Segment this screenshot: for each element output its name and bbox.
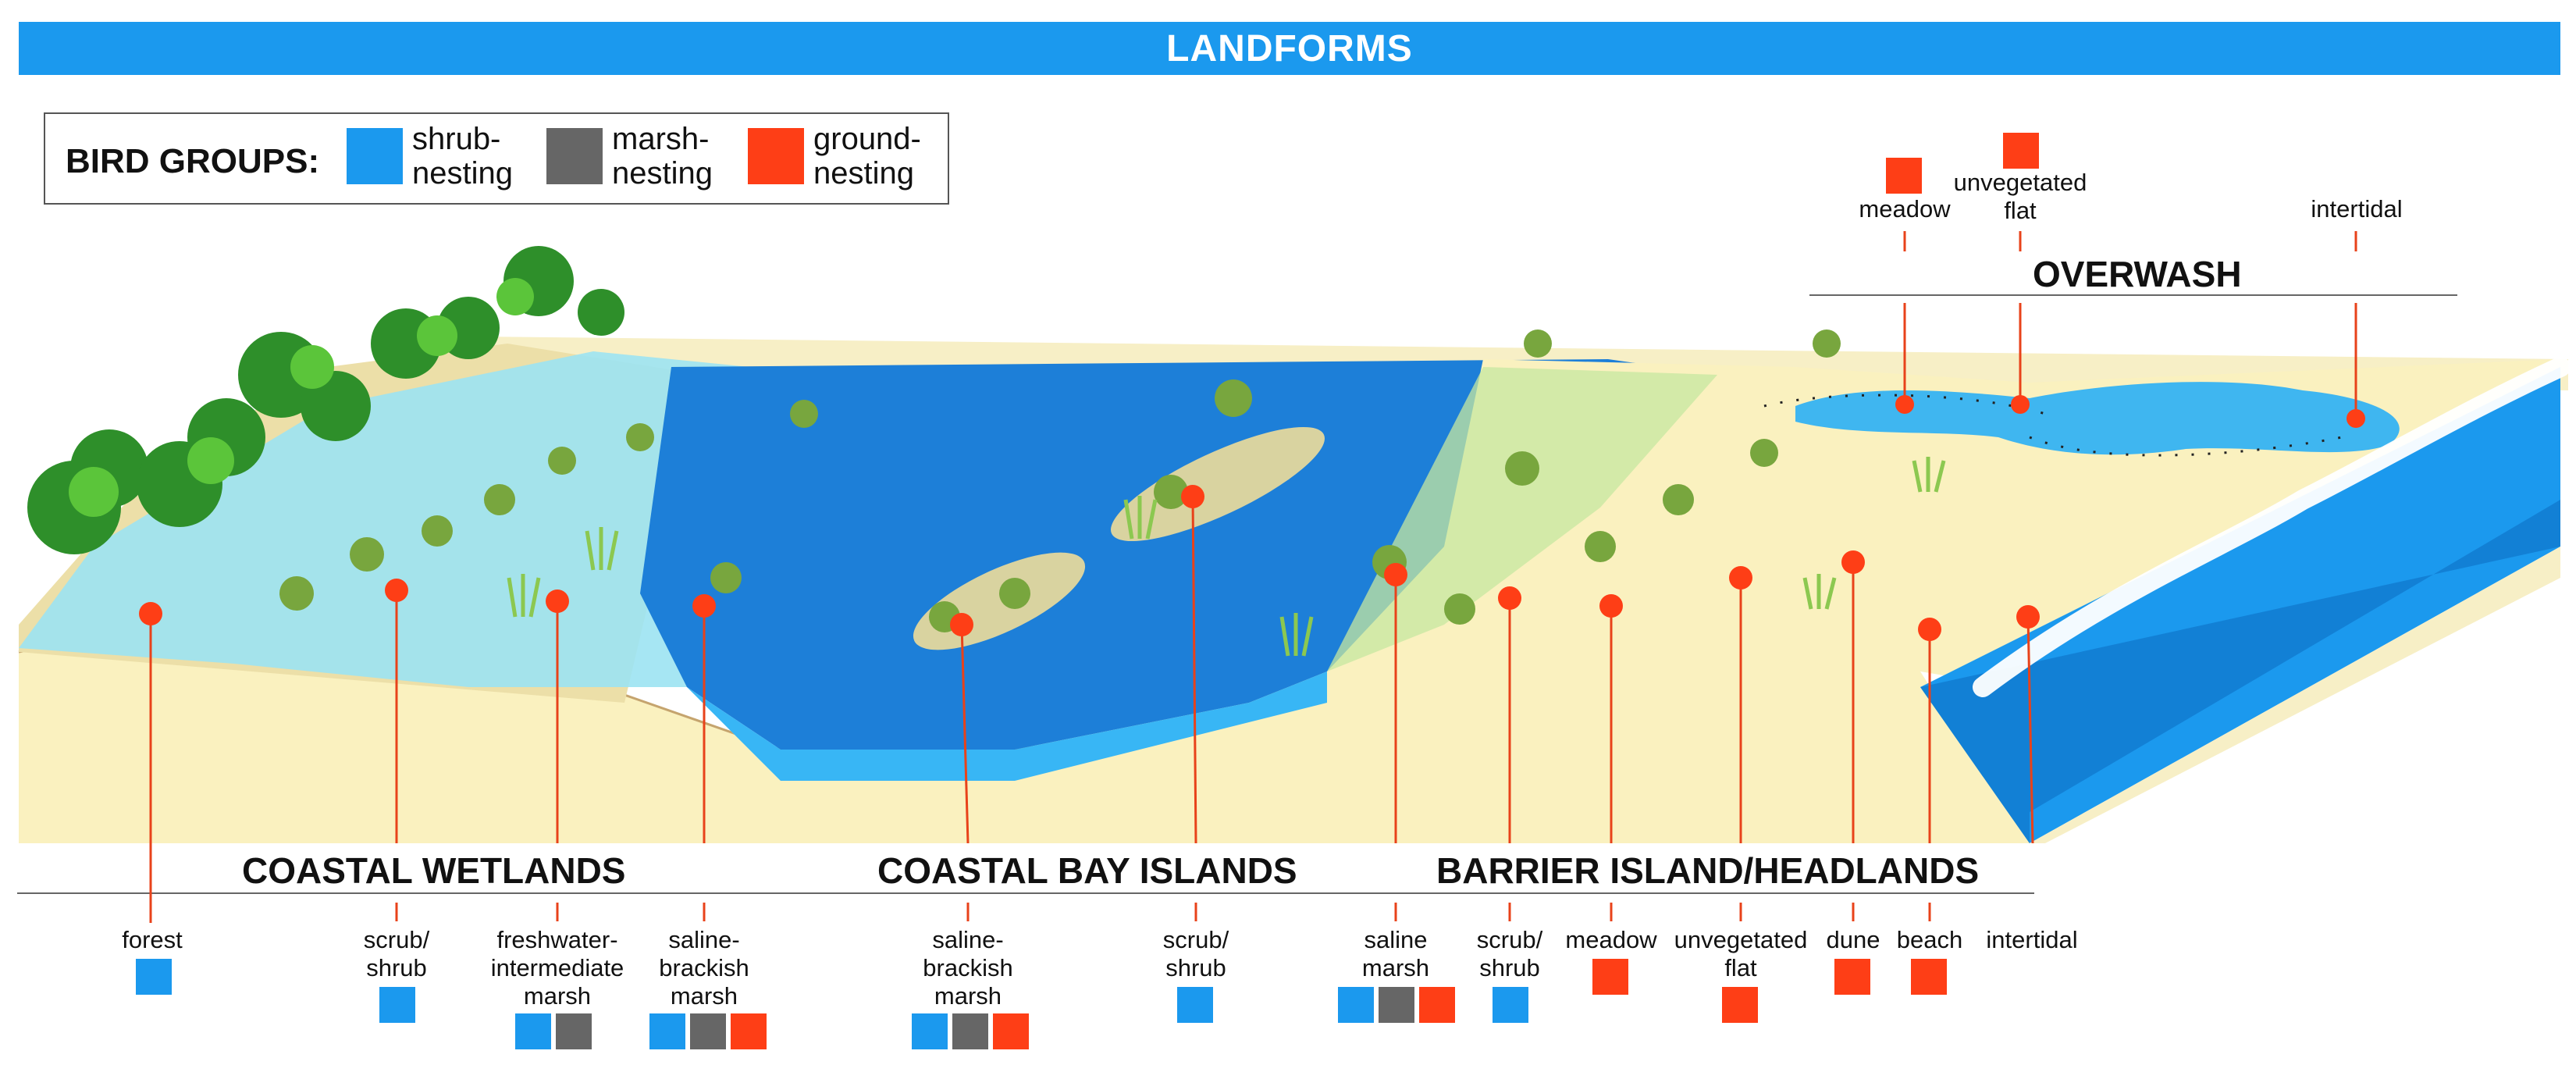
legend-label-ground: ground- nesting xyxy=(813,122,921,191)
legend-label-marsh: marsh- nesting xyxy=(612,122,713,191)
label-ow-unveg-flat: unvegetated flat xyxy=(1953,169,2087,224)
swatch-bay-scrub-shrub xyxy=(1177,987,1213,1023)
label-dune: dune xyxy=(1826,926,1880,953)
swatch-wet-scrub-shrub xyxy=(379,987,415,1023)
label-intertidal: intertidal xyxy=(1986,926,2078,953)
legend-label-shrub: shrub- nesting xyxy=(412,122,513,191)
swatch-barrier-scrub-shrub xyxy=(1493,987,1528,1023)
swatch-sbb-ground xyxy=(993,1013,1029,1049)
swatch-sbw-ground xyxy=(731,1013,767,1049)
marker-meadow xyxy=(1599,594,1623,618)
swatch-sbw-shrub xyxy=(649,1013,685,1049)
bird-groups-legend: BIRD GROUPS: shrub- nesting marsh- nesti… xyxy=(44,112,949,205)
marker-saline-brackish-bay xyxy=(950,613,973,636)
overwash-lagoon xyxy=(1795,382,2400,455)
marker-saline-brackish-wet xyxy=(692,594,716,618)
marker-forest xyxy=(139,602,162,625)
swatch-sbw-marsh xyxy=(690,1013,726,1049)
swatch-ow-meadow-ground xyxy=(1886,158,1922,194)
label-barrier-scrub: scrub/shrub xyxy=(1476,926,1543,981)
section-coastal-wetlands: COASTAL WETLANDS xyxy=(242,850,626,891)
swatch-sm-ground xyxy=(1419,987,1455,1023)
marker-wet-scrub xyxy=(385,579,408,602)
swatch-sm-shrub xyxy=(1338,987,1374,1023)
section-barrier-island: BARRIER ISLAND/HEADLANDS xyxy=(1436,850,1980,891)
legend-swatch-ground xyxy=(748,128,804,184)
marker-ow-meadow xyxy=(1895,395,1914,414)
title-bar: LANDFORMS xyxy=(19,22,2560,75)
marker-fresh-marsh xyxy=(546,589,569,613)
label-saline-brackish-wet: saline-brackish marsh xyxy=(659,926,749,1010)
legend-swatch-marsh xyxy=(546,128,603,184)
label-fresh-marsh: freshwater-intermediate marsh xyxy=(490,926,624,1010)
swatch-sbb-shrub xyxy=(912,1013,948,1049)
marker-bay-scrub xyxy=(1181,485,1204,508)
swatch-forest-shrub xyxy=(136,959,172,995)
label-saline-marsh: saline marsh xyxy=(1361,926,1430,981)
marker-ow-intertidal xyxy=(2347,409,2365,428)
label-ow-meadow: meadow xyxy=(1859,195,1951,223)
swatch-meadow-ground xyxy=(1592,959,1628,995)
legend-title: BIRD GROUPS: xyxy=(66,142,320,180)
surf-foam xyxy=(1973,357,2571,697)
legend-swatch-shrub xyxy=(347,128,403,184)
swatch-unveg-flat-ground xyxy=(1722,987,1758,1023)
section-overwash: OVERWASH xyxy=(2033,254,2242,294)
label-wet-scrub: scrub/shrub xyxy=(363,926,430,981)
label-forest: forest xyxy=(122,926,183,953)
swatch-beach-ground xyxy=(1911,959,1947,995)
marker-unveg-flat xyxy=(1729,566,1752,589)
label-saline-brackish-bay: saline-brackish marsh xyxy=(923,926,1013,1010)
page-title: LANDFORMS xyxy=(1166,27,1413,69)
label-unveg-flat: unvegetated flat xyxy=(1674,926,1808,981)
swatch-dune-ground xyxy=(1834,959,1870,995)
label-beach: beach xyxy=(1896,926,1963,953)
section-coastal-bay-islands: COASTAL BAY ISLANDS xyxy=(877,850,1297,891)
marker-barrier-scrub xyxy=(1498,586,1521,610)
marker-saline-marsh xyxy=(1384,563,1407,586)
bay-island-2 xyxy=(1111,426,1325,542)
swatch-fresh-marsh-marsh xyxy=(556,1013,592,1049)
marker-intertidal xyxy=(2016,605,2040,629)
swatch-ow-unveg-flat-ground xyxy=(2003,133,2039,169)
marker-dune xyxy=(1841,550,1865,574)
marker-ow-unveg-flat xyxy=(2011,395,2030,414)
label-bay-scrub: scrub/shrub xyxy=(1162,926,1229,981)
marsh-grass xyxy=(507,457,1946,657)
habitat-markers xyxy=(139,231,2365,923)
label-ow-intertidal: intertidal xyxy=(2311,195,2403,223)
label-meadow: meadow xyxy=(1565,926,1657,953)
swatch-sm-marsh xyxy=(1379,987,1414,1023)
swatch-sbb-marsh xyxy=(952,1013,988,1049)
swatch-fresh-marsh-shrub xyxy=(515,1013,551,1049)
marker-beach xyxy=(1918,618,1941,641)
